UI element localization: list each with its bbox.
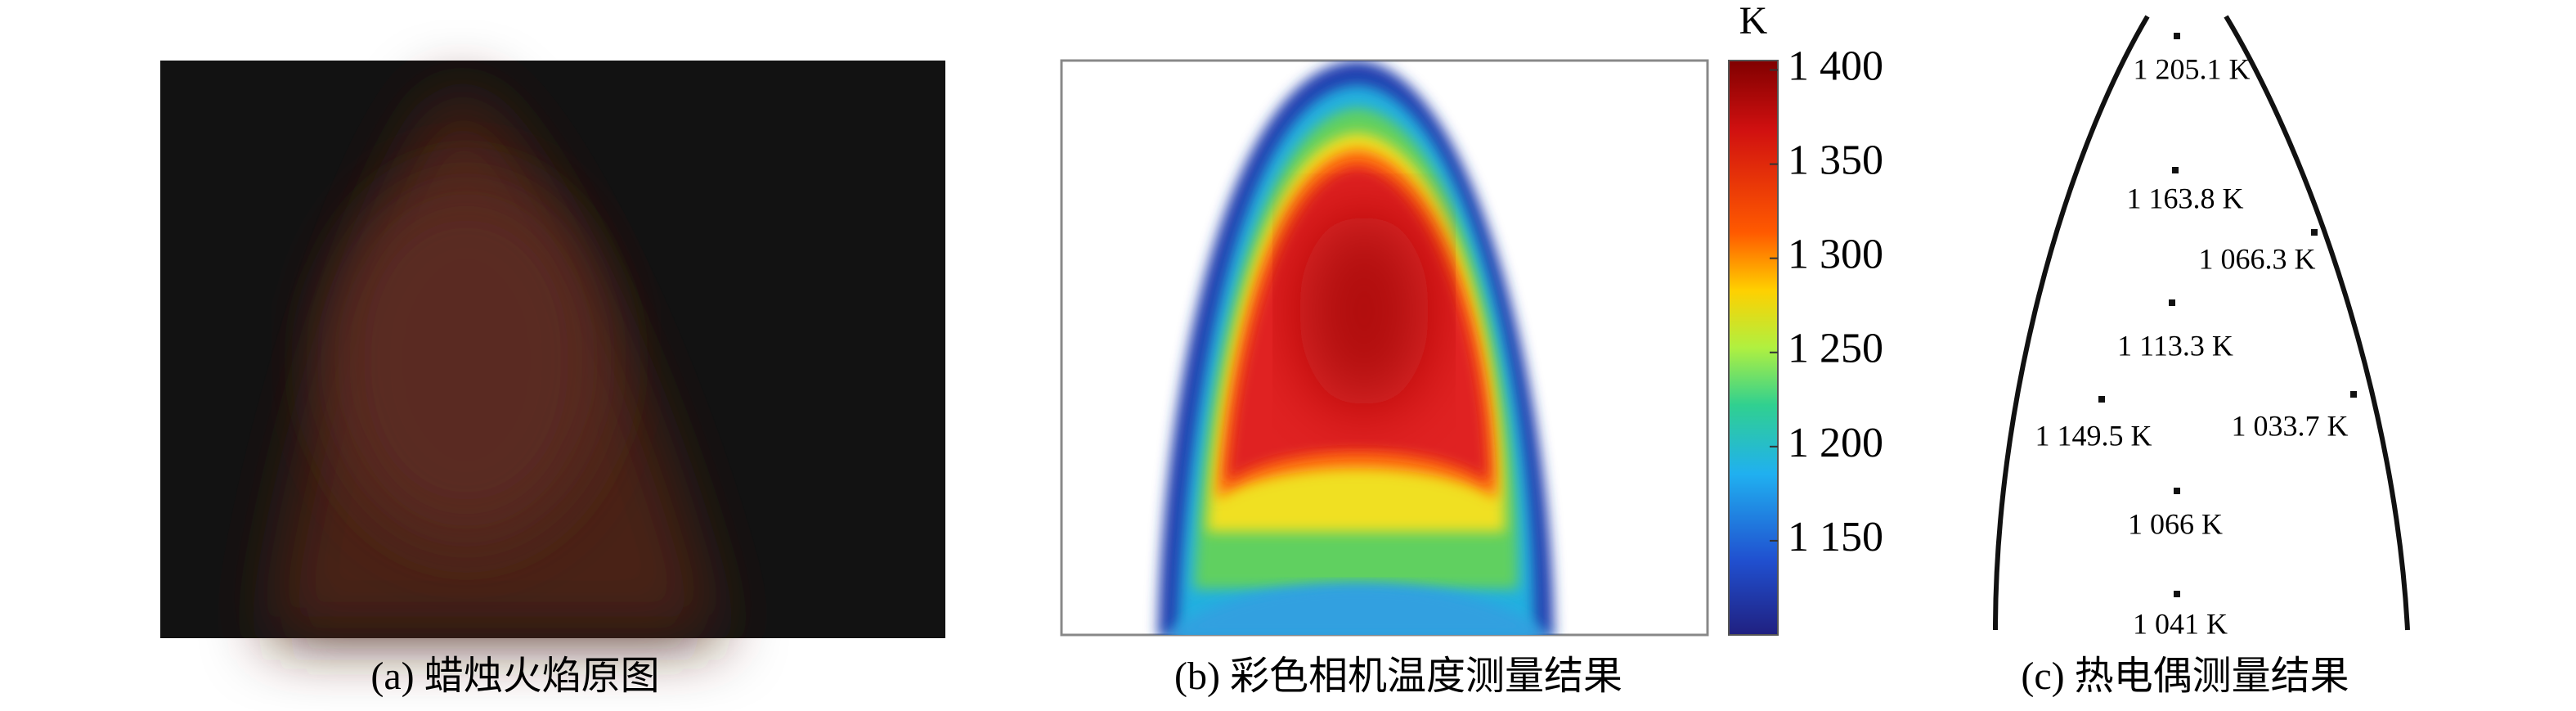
thermocouple-label: 1 149.5 K <box>2035 419 2152 452</box>
thermocouple-label: 1 066.3 K <box>2199 242 2316 275</box>
thermocouple-dot <box>2350 391 2357 398</box>
layer-base <box>1165 583 1551 635</box>
layer-hot <box>1299 213 1429 409</box>
thermocouple-label: 1 041 K <box>2133 607 2228 640</box>
colorbar <box>1728 60 1779 636</box>
colorbar-tick-label: 1 350 <box>1788 137 1883 184</box>
caption: (c) 热电偶测量结果 <box>2021 655 2349 698</box>
thermocouple-dot <box>2098 396 2105 403</box>
thermocouple-dot <box>2174 488 2180 494</box>
colorbar-tick-label: 1 150 <box>1788 514 1883 560</box>
thermocouple-dot <box>2311 229 2318 236</box>
temperature-map <box>1158 61 1554 635</box>
thermocouple-label: 1 113.3 K <box>2117 329 2233 362</box>
flame-boundary-left <box>1993 15 2150 631</box>
thermocouple-dot <box>2172 167 2179 173</box>
thermocouple-dot <box>2169 299 2175 306</box>
colorbar-tick-label: 1 400 <box>1788 43 1883 89</box>
caption: (a) 蜡烛火焰原图 <box>370 655 659 698</box>
flame-photo <box>270 90 720 638</box>
thermocouple-dot <box>2174 591 2180 597</box>
flame-core <box>327 180 605 540</box>
thermocouple-dot <box>2174 33 2180 39</box>
thermocouple-label: 1 163.8 K <box>2127 182 2244 214</box>
thermocouple-label: 1 033.7 K <box>2232 409 2349 442</box>
colorbar-unit: K <box>1739 0 1768 43</box>
flame-boundary-right <box>2224 15 2410 631</box>
caption: (b) 彩色相机温度测量结果 <box>1174 655 1622 698</box>
colorbar-tick-label: 1 250 <box>1788 326 1883 372</box>
colorbar-tick-label: 1 200 <box>1788 420 1883 466</box>
thermocouple-label: 1 066 K <box>2128 507 2223 540</box>
colorbar-tick-label: 1 300 <box>1788 232 1883 278</box>
thermocouple-label: 1 205.1 K <box>2134 52 2251 85</box>
